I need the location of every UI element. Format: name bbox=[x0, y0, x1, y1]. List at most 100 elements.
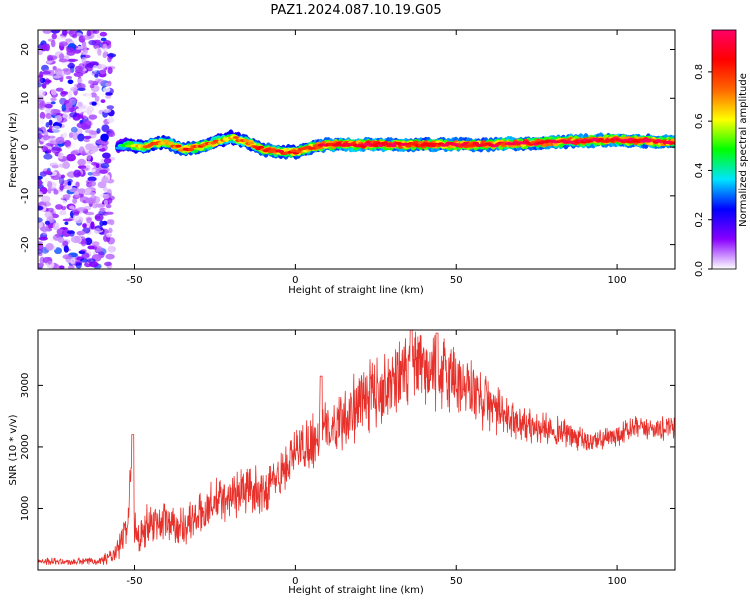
noise-blob bbox=[39, 111, 46, 120]
noise-blob bbox=[77, 78, 83, 84]
noise-blob bbox=[91, 172, 101, 177]
noise-blob bbox=[72, 132, 78, 141]
snr-y-ticks: 1000 2000 3000 bbox=[20, 373, 675, 521]
ridge-segment bbox=[125, 144, 132, 148]
noise-blob bbox=[58, 58, 68, 63]
noise-blob bbox=[76, 207, 87, 212]
ridge-segment bbox=[290, 149, 297, 153]
ridge-segment bbox=[265, 147, 272, 151]
noise-blob bbox=[48, 135, 56, 139]
noise-blob bbox=[52, 75, 62, 79]
noise-blob bbox=[47, 180, 53, 189]
noise-blob bbox=[48, 119, 53, 126]
y-tick-label: 0 bbox=[20, 144, 31, 150]
noise-blob bbox=[53, 263, 60, 269]
noise-blob bbox=[88, 225, 97, 230]
noise-blob bbox=[38, 175, 43, 180]
noise-blob bbox=[64, 99, 70, 104]
x-tick-label: -50 bbox=[126, 576, 142, 587]
noise-blob bbox=[104, 261, 112, 267]
noise-blob bbox=[94, 95, 100, 102]
noise-blob bbox=[39, 71, 44, 78]
noise-blob bbox=[53, 208, 59, 214]
noise-blob bbox=[41, 195, 51, 203]
noise-blob bbox=[73, 72, 84, 77]
noise-blob bbox=[95, 203, 106, 208]
noise-blob bbox=[94, 39, 101, 45]
noise-blob bbox=[69, 112, 78, 118]
noise-blob bbox=[78, 146, 85, 154]
noise-blob bbox=[106, 232, 111, 238]
noise-blob bbox=[102, 87, 111, 93]
noise-blob bbox=[107, 219, 113, 225]
noise-blob bbox=[93, 227, 101, 234]
noise-blob bbox=[48, 69, 55, 76]
noise-blob bbox=[70, 86, 78, 92]
noise-blob bbox=[79, 258, 89, 263]
spectrogram-y-ticks: -20 -10 0 10 20 bbox=[20, 43, 675, 253]
noise-blob bbox=[86, 106, 95, 113]
noise-blob bbox=[51, 125, 62, 133]
noise-blob bbox=[38, 263, 44, 268]
noise-blob bbox=[74, 194, 81, 198]
noise-blob bbox=[66, 47, 74, 53]
noise-blob bbox=[50, 97, 57, 102]
noise-blob bbox=[95, 215, 101, 220]
noise-blob bbox=[107, 117, 115, 123]
noise-blob bbox=[67, 90, 73, 99]
noise-blob bbox=[40, 44, 48, 52]
ridge-segment bbox=[242, 138, 250, 142]
noise-blob bbox=[75, 181, 80, 188]
noise-blob bbox=[47, 55, 58, 61]
noise-blob bbox=[86, 152, 92, 161]
colorbar-tick-label: 0.4 bbox=[694, 162, 705, 178]
snr-series-line bbox=[38, 330, 675, 566]
noise-blob bbox=[94, 73, 99, 78]
noise-blob bbox=[103, 51, 109, 56]
spectrogram-x-ticks: -50 0 50 100 bbox=[126, 30, 627, 286]
noise-blob bbox=[89, 83, 95, 89]
noise-blob bbox=[109, 245, 114, 254]
noise-blob bbox=[65, 102, 73, 109]
noise-blob bbox=[64, 185, 73, 190]
noise-blob bbox=[67, 79, 74, 85]
noise-blob bbox=[98, 144, 103, 149]
noise-blob bbox=[51, 33, 57, 40]
noise-blob bbox=[39, 101, 46, 109]
noise-blob bbox=[89, 61, 99, 67]
noise-blob bbox=[97, 79, 105, 84]
noise-blob bbox=[45, 113, 52, 119]
noise-blob bbox=[100, 37, 107, 42]
noise-blob bbox=[62, 240, 69, 247]
noise-blob bbox=[55, 87, 64, 92]
noise-blob bbox=[105, 203, 112, 209]
noise-blob bbox=[90, 150, 95, 154]
noise-blob bbox=[70, 258, 76, 265]
noise-blob bbox=[88, 39, 97, 46]
noise-blob bbox=[54, 115, 63, 123]
snr-x-ticks: -50 0 50 100 bbox=[126, 330, 627, 587]
noise-blob bbox=[99, 220, 105, 227]
spectrogram-x-label: Height of straight line (km) bbox=[288, 285, 424, 296]
noise-blob bbox=[46, 149, 52, 154]
noise-blob bbox=[45, 122, 50, 128]
noise-blob bbox=[106, 105, 115, 110]
noise-blob bbox=[100, 133, 109, 142]
noise-blob bbox=[42, 30, 52, 34]
colorbar-ticks: 0.0 0.2 0.4 0.6 0.8 bbox=[694, 64, 712, 277]
ridge-segment bbox=[372, 144, 380, 148]
noise-blob bbox=[95, 163, 100, 169]
colorbar-tick-label: 0.8 bbox=[694, 64, 705, 80]
noise-blob bbox=[92, 64, 98, 73]
noise-blob bbox=[47, 187, 52, 194]
noise-blob bbox=[51, 146, 61, 154]
x-tick-label: 0 bbox=[292, 275, 298, 286]
noise-blob bbox=[38, 221, 43, 229]
noise-blob bbox=[103, 157, 112, 164]
ridge-segment bbox=[115, 146, 122, 150]
noise-blob bbox=[76, 83, 86, 90]
noise-blob bbox=[58, 41, 68, 47]
noise-blob bbox=[97, 48, 102, 56]
noise-blob bbox=[85, 197, 95, 204]
